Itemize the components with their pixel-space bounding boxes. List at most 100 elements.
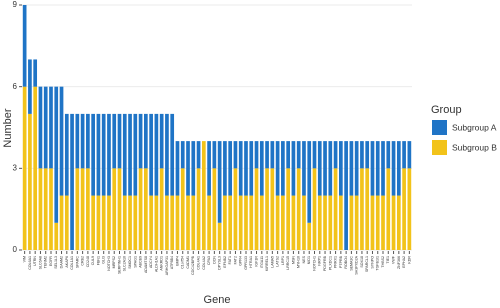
bar-segment [391,141,396,196]
bar-segment [191,141,196,196]
bar-segment [101,195,106,250]
x-tick-label: PTPRB [339,255,343,268]
x-tick-label: CRB2 [81,256,85,266]
bar-segment [196,141,201,169]
legend-title: Group [431,104,462,116]
x-tick-label: TGFB1I1 [376,256,380,271]
bar-segment [107,195,111,250]
bar-segment [49,168,53,250]
x-tick-label: ZNF366 [397,256,401,269]
bar-segment [128,113,132,196]
x-tick-label: SOX18 [360,256,364,268]
bar-segment [43,168,48,250]
bar-segment [281,141,285,196]
x-tick-label: CDC42BPB [191,255,195,275]
bar-segment [64,113,69,196]
bar-segment [112,113,117,169]
bar-segment [381,141,385,196]
bar-segment [38,168,43,250]
x-tick-label: EGFR [49,256,53,266]
bar-segment [217,141,222,223]
y-tick-label: 0 [13,245,18,254]
x-tick-label: LATS2 [276,256,280,267]
bar-segment [86,168,90,250]
x-tick-label: PLXDC1 [328,256,332,270]
bar-segment [349,195,354,250]
x-tick-label: PRRX1 [334,256,338,268]
x-tick-label: LRRC15 [286,256,290,270]
bar-segment [49,86,53,169]
bar-segment [180,168,185,250]
bar-segment [107,113,111,196]
bar-segment [228,195,233,250]
bar-segment [265,168,269,250]
bar-segment [159,113,164,169]
y-tick-label: 6 [13,82,18,91]
bar-segment [275,195,280,250]
bar-segment [22,5,27,87]
x-tick-label: SPARCL1 [365,256,369,272]
y-tick-label: 9 [13,0,18,9]
x-tick-label: BMP4 [175,256,179,266]
bar-segment [201,141,206,250]
bar-segment [254,168,259,250]
bar-segment [238,195,243,250]
bar-segment [354,195,359,250]
bar-segment [249,195,254,250]
bar-segment [59,86,64,196]
bar-segment [270,141,275,169]
x-axis-label: Gene [204,294,231,306]
bar-segment [265,141,269,169]
bar-segment [344,141,348,250]
x-tick-label: EFNB2 [223,256,227,268]
bar-segment [360,141,364,169]
x-tick-label: KIRREL1 [265,256,269,271]
bar-segment [349,141,354,196]
bar-segment [217,222,222,250]
x-tick-label: GPR133 [244,256,248,270]
x-tick-label: DCN [212,256,216,264]
bar-segment [22,86,27,251]
bar-segment [270,168,275,250]
bar-segment [33,59,38,87]
bar-segment [317,195,322,250]
bar-segment [296,141,301,169]
x-tick-label: DAAM2 [59,256,63,268]
bar-segment [370,195,375,250]
legend-label: Subgroup A [452,122,497,132]
bar-segment [223,195,227,250]
x-tick-label: GLI3 [102,256,106,264]
bar-segment [144,113,148,169]
bar-segment [259,195,264,250]
bar-segment [275,141,280,196]
bar-segment [117,168,122,250]
x-tick-label: SYNPO [370,256,374,269]
x-tick-label: COL1A1 [70,256,74,270]
bar-segment [207,141,211,196]
bar-segment [391,195,396,250]
x-tick-label: LRP1 [281,256,285,265]
bar-segment [175,141,180,196]
bar-segment [138,168,143,250]
x-tick-label: SH3PXD2A [355,255,359,274]
x-tick-label: FAT2 [233,256,237,264]
bar-segment [296,168,301,250]
x-tick-label: TENM2 [44,256,48,268]
bar-segment [339,195,343,250]
bar-segment [175,195,180,250]
bar-segment [323,195,327,250]
x-tick-label: SLC6A8 [38,256,42,269]
bar-segment [339,141,343,196]
bar-segment [80,113,85,169]
bar-segment [286,168,290,250]
bar-segment [381,195,385,250]
y-tick-label: 3 [13,163,18,172]
x-tick-label: FAT1 [228,256,232,264]
bar-segment [75,113,80,169]
bar-segment [91,113,95,196]
x-tick-label: SLC2A10 [123,256,127,271]
bar-segment [96,195,101,250]
bar-segment [33,86,38,251]
bar-segment [133,195,138,250]
